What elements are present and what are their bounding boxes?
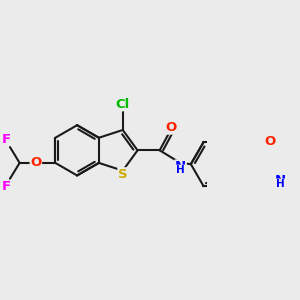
Text: F: F — [2, 180, 11, 193]
Text: F: F — [2, 133, 11, 146]
Text: S: S — [118, 168, 128, 181]
Text: H: H — [276, 179, 285, 189]
Text: Cl: Cl — [116, 98, 130, 111]
Text: O: O — [165, 121, 176, 134]
Text: O: O — [30, 156, 41, 170]
Text: N: N — [175, 160, 186, 173]
Text: H: H — [176, 165, 185, 175]
Text: O: O — [265, 135, 276, 148]
Text: N: N — [275, 174, 286, 187]
